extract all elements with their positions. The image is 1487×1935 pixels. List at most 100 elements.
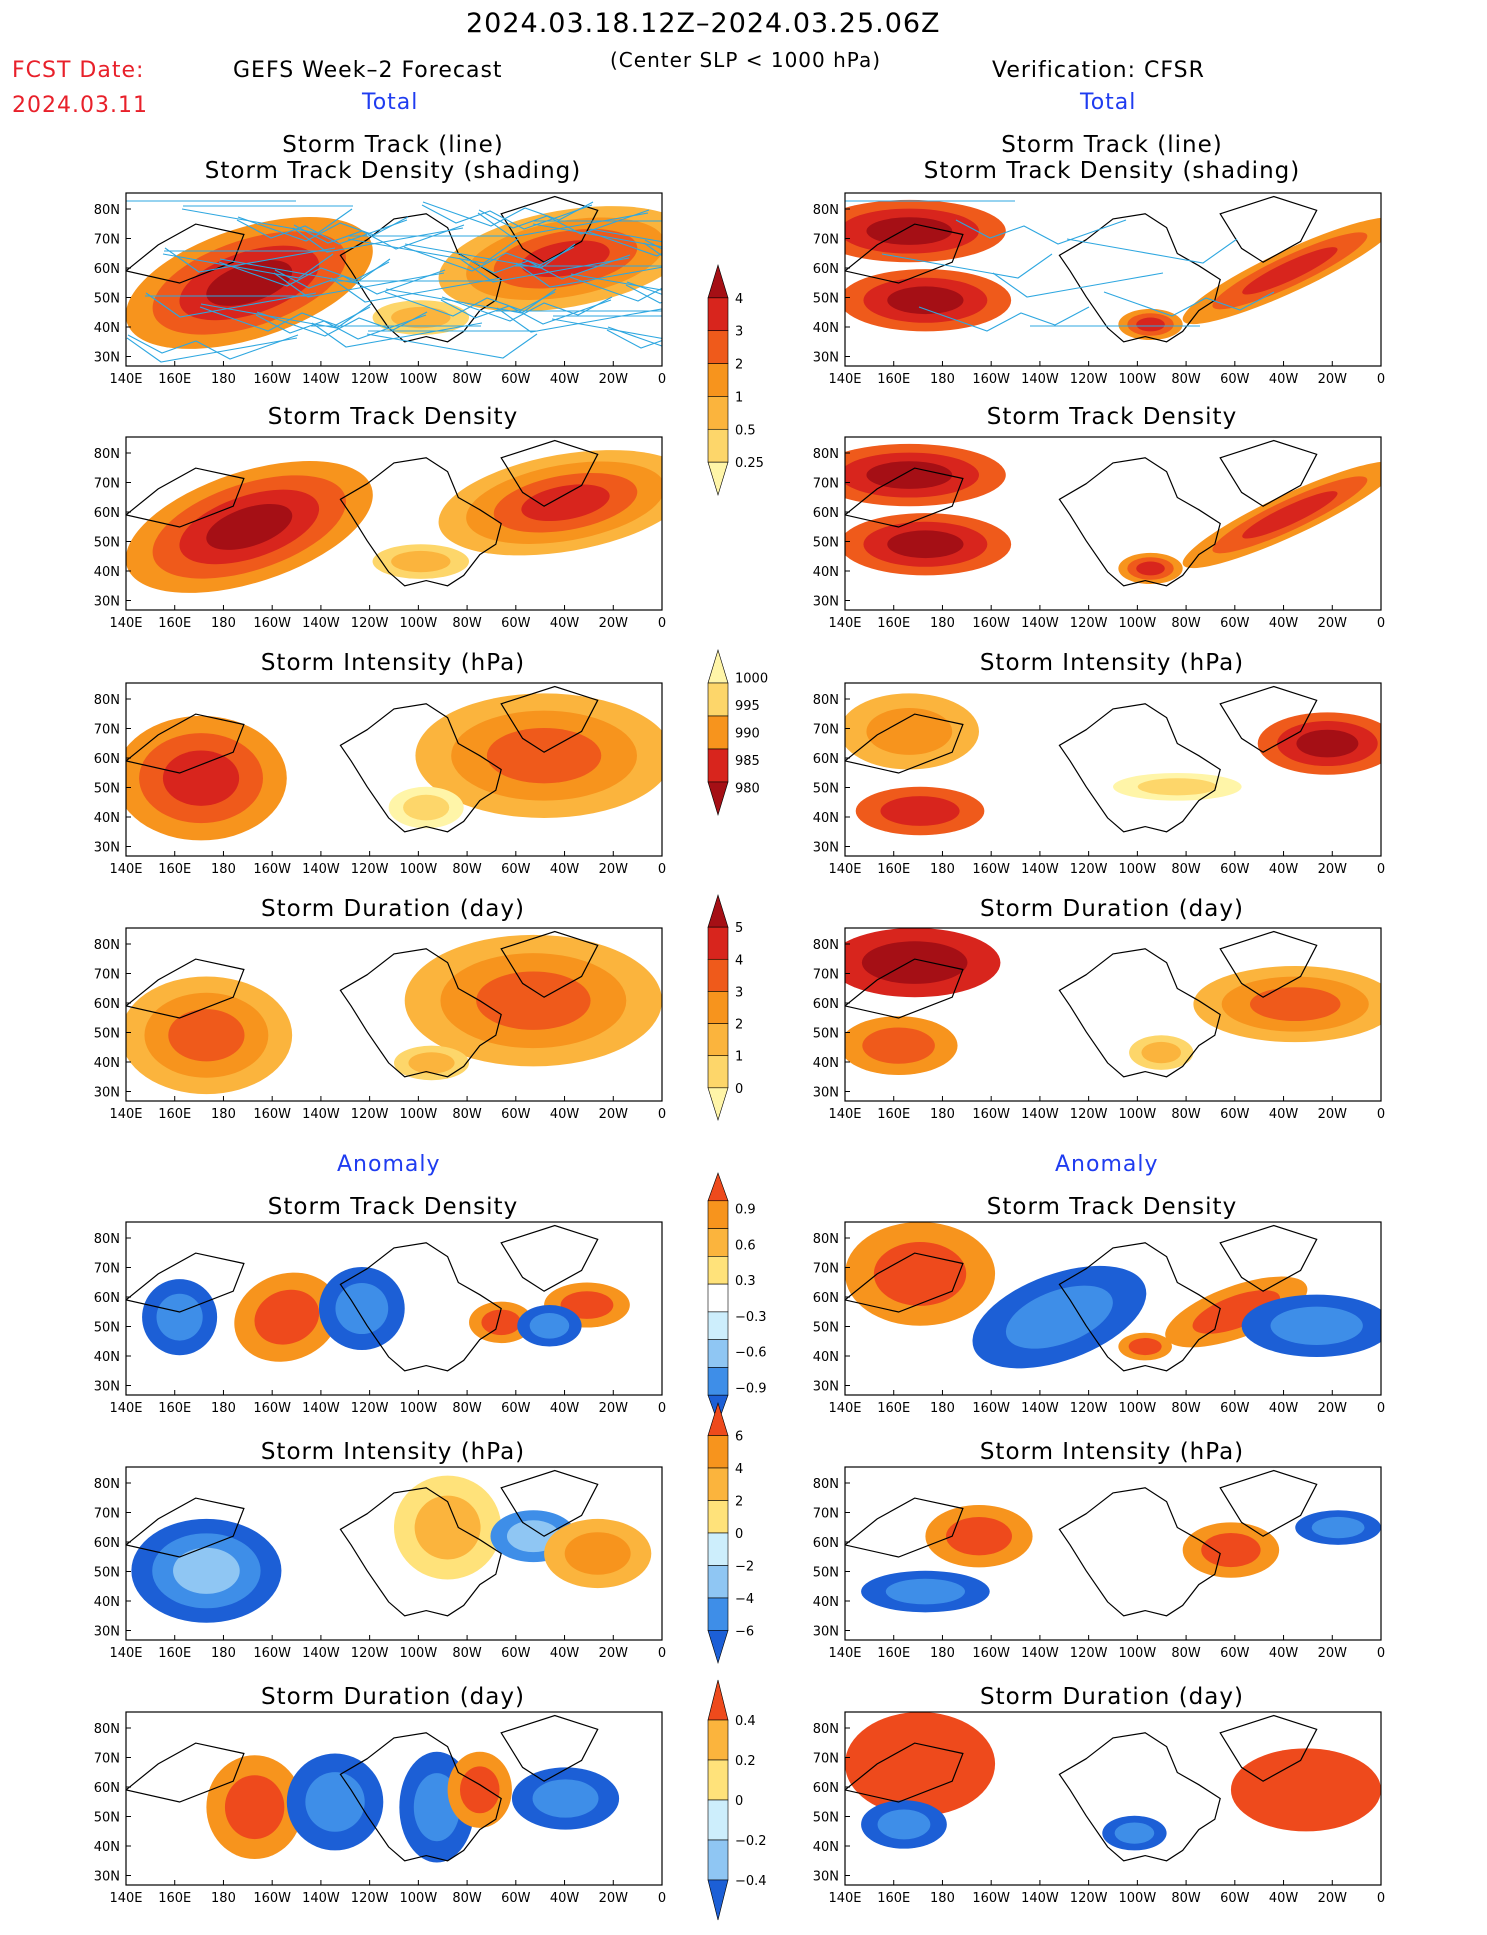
lat-tick-label: 60N [94, 262, 120, 277]
lat-tick-label: 70N [813, 723, 839, 738]
lon-tick-label: 160W [972, 616, 1010, 631]
lon-tick-label: 160E [158, 862, 191, 877]
density-shading [1270, 1306, 1363, 1345]
lon-tick-label: 20W [1318, 616, 1348, 631]
storm-track-line [496, 307, 662, 333]
title-track-line-right: Storm Track (line) [1001, 132, 1223, 158]
density-shading [173, 1547, 240, 1594]
lon-tick-label: 140E [109, 372, 142, 387]
colorbar-intensity-anom: 6 4 2 0 −2 −4 −6 [707, 1401, 754, 1665]
coastline [845, 1714, 1318, 1862]
lon-tick-label: 20W [599, 1401, 629, 1416]
lon-tick-label: 40W [1269, 862, 1299, 877]
lon-tick-label: 120W [351, 372, 389, 387]
colorbar-label: 0.3 [735, 1274, 756, 1289]
lon-tick-label: 160E [158, 372, 191, 387]
lon-tick-label: 140W [302, 1401, 340, 1416]
lat-tick-label: 30N [813, 841, 839, 856]
colorbar-label: 980 [735, 782, 760, 797]
map-panel-ul: 80N 70N 60N 50N 40N 30N 140E 160E 180 160W 140W 120… [94, 927, 666, 1122]
lat-tick-label: 40N [813, 1056, 839, 1071]
coastline [126, 1224, 599, 1372]
storm-track-line [164, 247, 336, 273]
lon-tick-label: 140E [109, 1107, 142, 1122]
lat-tick-label: 50N [94, 1027, 120, 1042]
storm-track-line [918, 306, 1090, 332]
lat-tick-label: 30N [813, 1625, 839, 1640]
storm-track-line [218, 261, 390, 287]
storm-track-line [274, 269, 446, 295]
lon-tick-label: 60W [501, 1107, 531, 1122]
lon-tick-label: 40W [550, 1891, 580, 1906]
lon-tick-label: 60W [501, 862, 531, 877]
colorbar-duration-total: 5 4 3 2 1 0 [707, 893, 743, 1122]
lon-tick-label: 140W [1021, 1107, 1059, 1122]
lon-tick-label: 160E [158, 1646, 191, 1661]
colorbar-label: 0.5 [735, 423, 756, 438]
lon-tick-label: 140W [302, 1891, 340, 1906]
slp-criterion: (Center SLP < 1000 hPa) [610, 48, 881, 72]
lon-tick-label: 20W [599, 1891, 629, 1906]
lon-tick-label: 20W [1318, 1891, 1348, 1906]
storm-track-line [403, 246, 575, 272]
colorbar-intensity-total: 1000 995 990 985 980 [707, 648, 768, 817]
storm-track-line [256, 311, 428, 337]
colorbar-label: 0 [735, 1527, 743, 1542]
coastline [845, 439, 1318, 587]
colorbar-label: 0.25 [735, 456, 764, 471]
lat-tick-label: 30N [813, 1870, 839, 1885]
storm-track-line [478, 209, 650, 235]
lat-tick-label: 30N [94, 1870, 120, 1885]
storm-track-line [570, 273, 662, 291]
density-shading [873, 1241, 967, 1306]
lat-tick-label: 80N [813, 693, 839, 708]
lon-tick-label: 120W [351, 1891, 389, 1906]
lon-tick-label: 120W [351, 1646, 389, 1661]
lon-tick-label: 20W [1318, 862, 1348, 877]
plot-frame [844, 436, 1382, 611]
lon-tick-label: 120W [1070, 1107, 1108, 1122]
lon-tick-label: 160E [877, 1107, 910, 1122]
lat-tick-label: 60N [94, 506, 120, 521]
lon-tick-label: 160W [972, 1107, 1010, 1122]
title-intensity-right: Storm Intensity (hPa) [979, 650, 1245, 676]
storm-track-line [293, 224, 465, 250]
lon-tick-label: 0 [1377, 616, 1385, 631]
lon-tick-label: 180 [930, 372, 955, 387]
lon-tick-label: 160W [253, 616, 291, 631]
lon-tick-label: 80W [452, 372, 482, 387]
lat-tick-label: 50N [94, 1321, 120, 1336]
map-panel-ur: 80N 70N 60N 50N 40N 30N 140E 160E 180 160W 140W 120… [813, 927, 1385, 1122]
colorbar-label: −0.2 [735, 1834, 767, 1849]
density-shading [403, 794, 450, 821]
lon-tick-label: 180 [211, 1646, 236, 1661]
lat-tick-label: 50N [813, 1321, 839, 1336]
lat-tick-label: 70N [813, 233, 839, 248]
lon-tick-label: 0 [1377, 372, 1385, 387]
lon-tick-label: 40W [1269, 1107, 1299, 1122]
colorbars: 43210.50.2510009959909859805432100.90.60… [707, 263, 768, 1921]
lon-tick-label: 120W [351, 1401, 389, 1416]
colorbar-label: 985 [735, 754, 760, 769]
lon-tick-label: 120W [351, 616, 389, 631]
storm-track-line [200, 303, 372, 329]
colorbar-label: 0.2 [735, 1754, 756, 1769]
storm-track-line [127, 334, 299, 360]
plot-frame [125, 1711, 663, 1886]
density-shading [335, 1282, 389, 1335]
colorbar-label: 0.4 [735, 1714, 756, 1729]
colorbar-label: −0.3 [735, 1310, 767, 1325]
density-shading [206, 504, 293, 550]
lon-tick-label: 0 [1377, 1107, 1385, 1122]
density-shading [1114, 1822, 1155, 1844]
lon-tick-label: 120W [1070, 1891, 1108, 1906]
plot-frame [125, 436, 663, 611]
lat-tick-label: 30N [94, 841, 120, 856]
density-shading [1296, 729, 1359, 758]
density-shading [1311, 1516, 1365, 1539]
lon-tick-label: 0 [658, 616, 666, 631]
lat-tick-label: 70N [813, 1262, 839, 1277]
lon-tick-label: 160W [972, 862, 1010, 877]
lat-tick-label: 80N [813, 1477, 839, 1492]
title-density-anom-left: Storm Track Density [267, 1194, 519, 1220]
